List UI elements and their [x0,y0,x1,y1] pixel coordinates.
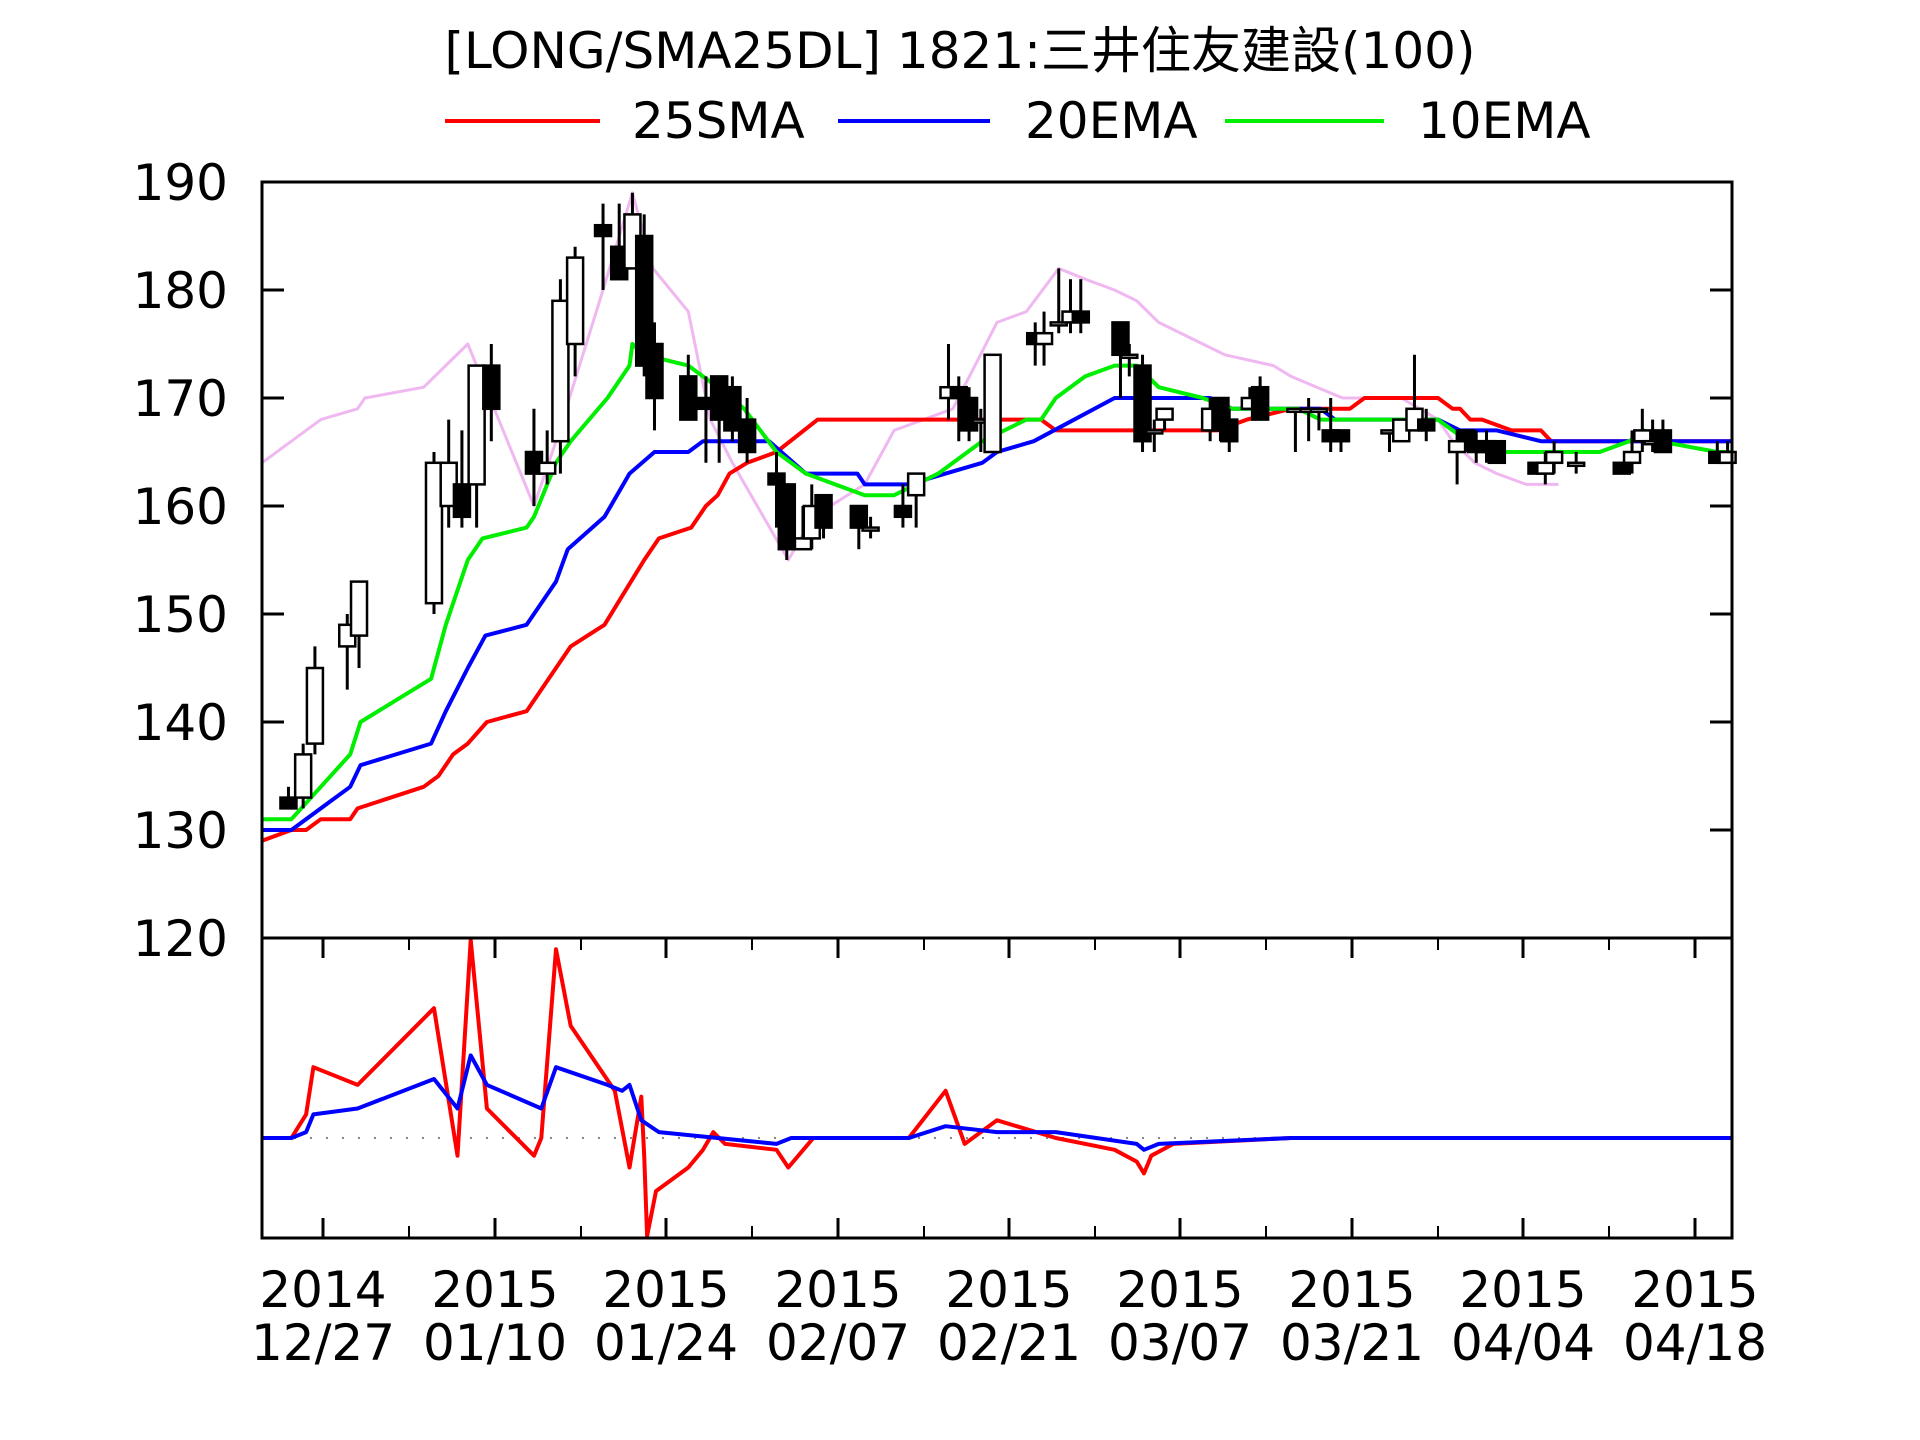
candle [1321,398,1340,452]
candle [1299,398,1318,442]
x-tick-date: 01/24 [594,1314,738,1372]
x-tick-year: 2015 [1459,1261,1586,1319]
candle [1286,407,1305,452]
candle [1331,429,1351,452]
candle [767,452,786,528]
x-tick-year: 2015 [1116,1261,1243,1319]
candle [1220,408,1239,452]
x-tick-year: 2015 [1631,1261,1758,1319]
x-tick-date: 04/18 [1623,1314,1767,1372]
candle [1111,321,1130,398]
x-tick-date: 01/10 [423,1314,567,1372]
legend-label-20ema: 20EMA [1025,92,1198,150]
candle [1612,461,1631,475]
candle [645,322,664,431]
line-10ema [262,342,1732,822]
x-axis: 201412/27201501/10201501/24201502/072015… [251,938,1767,1372]
y-tick-label: 160 [133,478,228,536]
price-panel-frame [260,180,1734,940]
candle [949,376,969,442]
candle [424,452,444,614]
x-tick-year: 2015 [945,1261,1072,1319]
deviation-panel [260,936,1734,1240]
y-tick-label: 150 [133,586,228,644]
line-25sma [261,396,1732,843]
x-tick-year: 2015 [774,1261,901,1319]
x-tick-date: 02/21 [937,1314,1081,1372]
deviation-lines [262,938,1732,1238]
candle [537,430,557,485]
x-tick-year: 2014 [259,1261,386,1319]
candlesticks [279,192,1737,810]
legend-label-25sma: 25SMA [632,92,805,150]
y-tick-label: 170 [133,370,228,428]
candle [1155,407,1174,431]
candle [551,279,570,474]
candle [1049,268,1068,334]
candle [1566,452,1586,474]
candle [279,786,298,810]
y-tick-label: 180 [133,262,228,320]
candle [452,430,472,528]
line-20ema-deviation [262,1053,1732,1152]
y-axis: 120 130 140 150 160 170 180 190 [133,154,1732,968]
candle [1456,429,1476,452]
x-tick-date: 12/27 [251,1314,395,1372]
candle [293,743,313,809]
candle [1120,344,1139,377]
x-tick-date: 02/07 [766,1314,910,1372]
line-25sma-deviation [262,938,1732,1238]
candle [1487,439,1507,465]
x-tick-year: 2015 [1288,1261,1415,1319]
candle [893,484,913,528]
y-tick-label: 140 [133,694,228,752]
candle [1718,441,1737,465]
candle [849,504,869,550]
candle [305,646,325,755]
candle [983,353,1002,454]
x-tick-year: 2015 [431,1261,558,1319]
candle [1309,407,1329,431]
candle [1071,279,1091,334]
candle [679,354,698,421]
candle [565,246,585,377]
x-tick-date: 04/04 [1451,1314,1595,1372]
candle [1145,419,1164,452]
candle [634,214,654,377]
x-tick-year: 2015 [602,1261,729,1319]
legend-label-10ema: 10EMA [1418,92,1591,150]
chart-title: [LONG/SMA25DL] 1821:三井住友建設(100) [445,22,1476,80]
candle [723,376,742,442]
candle [1250,376,1270,421]
candle [349,580,369,668]
candle [593,203,613,290]
deviation-panel-frame [260,936,1734,1240]
price-panel: 120 130 140 150 160 170 180 190 [133,154,1737,968]
legend: 25SMA 20EMA 10EMA [445,92,1591,150]
y-tick-label: 120 [133,910,228,968]
candle [1633,408,1652,452]
candle [1653,419,1673,454]
y-tick-label: 130 [133,802,228,860]
candle [482,344,501,442]
candle [467,364,486,528]
candle [1544,441,1564,474]
candle [737,398,757,463]
candle [777,483,797,560]
x-tick-date: 03/07 [1108,1314,1252,1372]
candle [1416,408,1436,442]
moving-average-lines [261,191,1732,843]
x-tick-date: 03/21 [1280,1314,1424,1372]
candle [1622,430,1642,474]
candle [814,493,833,539]
candle [1133,354,1152,452]
y-tick-label: 190 [133,154,228,212]
candle [906,472,926,528]
candle [861,516,880,539]
candle [1034,311,1054,366]
